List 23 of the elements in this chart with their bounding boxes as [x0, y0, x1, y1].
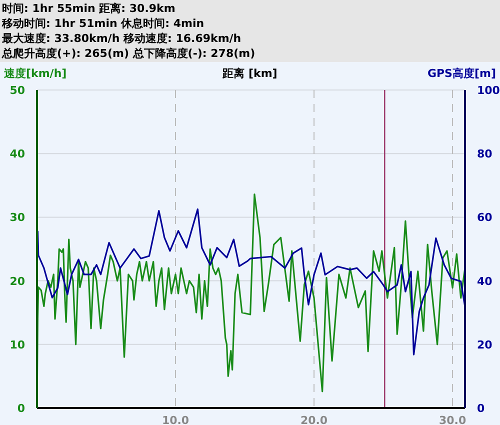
x-tick-label: 30.0 — [438, 414, 466, 425]
text: 移动时间: 1hr 51min 休息时间: 4min — [2, 16, 206, 31]
text: 最大速度: 33.80km/h 移动速度: 16.69km/h — [2, 31, 242, 46]
x-axis-title: 距离 [km] — [222, 67, 278, 80]
y2-tick-label: 100 — [477, 84, 500, 97]
y2-tick-label: 20 — [477, 338, 493, 352]
y2-tick-label: 0 — [477, 402, 485, 415]
text: 时间: 1hr 55min 距离: 30.9km — [2, 1, 176, 16]
y-tick-label: 30 — [10, 211, 26, 224]
x-tick-label: 20.0 — [300, 414, 328, 425]
line-series — [37, 208, 465, 356]
y-tick-label: 40 — [10, 148, 26, 161]
y-axis-title: 速度[km/h] — [4, 66, 67, 81]
y-tick-label: 0 — [17, 402, 26, 415]
y-tick-label: 20 — [10, 274, 26, 288]
y-tick-label: 50 — [10, 84, 26, 97]
y2-axis-title: GPS高度[m] — [427, 66, 496, 81]
y2-tick-label: 60 — [477, 211, 493, 224]
x-tick-label: 10.0 — [162, 414, 190, 425]
text: 总爬升高度(+): 265(m) 总下降高度(-): 278(m) — [2, 46, 256, 61]
y2-tick-label: 80 — [477, 148, 493, 161]
y-tick-label: 10 — [10, 338, 26, 352]
y2-tick-label: 40 — [477, 274, 493, 288]
